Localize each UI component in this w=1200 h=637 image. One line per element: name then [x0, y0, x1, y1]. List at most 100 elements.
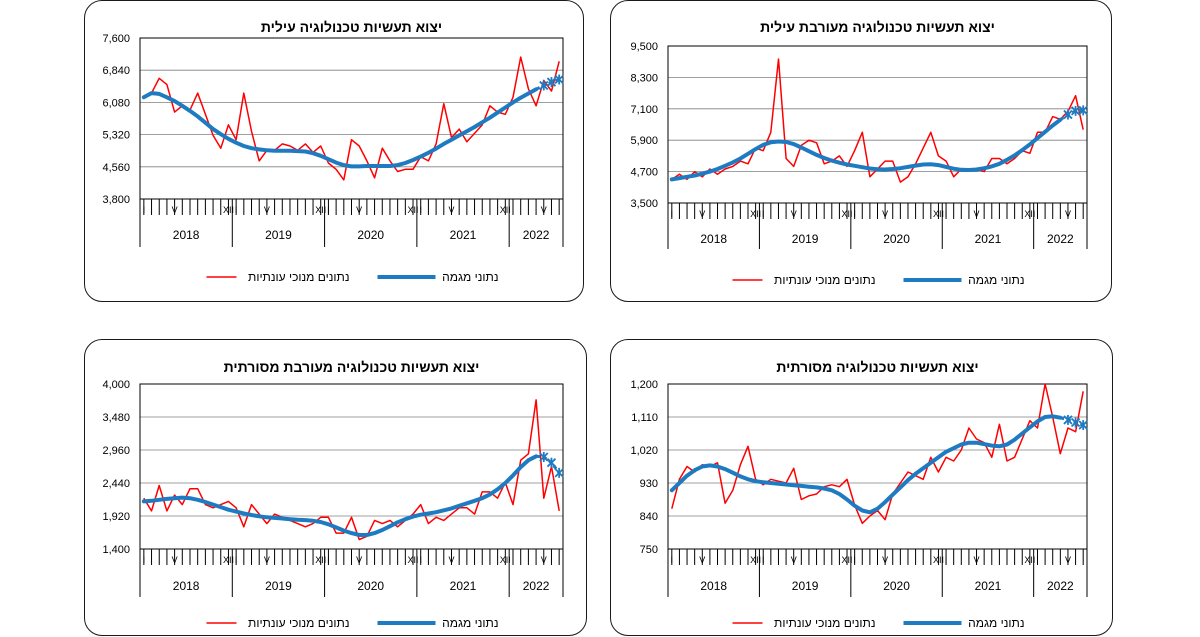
series-trend-estimate-line [535, 454, 561, 474]
series-trend-estimate-line [1059, 108, 1084, 122]
month-label: XII [223, 555, 234, 565]
year-label: 2018 [173, 579, 200, 593]
chart-title: יצוא תעשיות טכנולוגיה מעורבת מסורתית [224, 359, 480, 375]
month-label: I [671, 209, 674, 219]
y-tick-label: 7,600 [102, 33, 130, 45]
legend-actual-label: נתונים מנוכי עונתיות [248, 616, 349, 630]
year-label: 2021 [450, 228, 477, 242]
trend-estimate-marker [546, 77, 557, 88]
y-tick-label: 2,960 [102, 445, 130, 457]
legend-actual-label: נתונים מנוכי עונתיות [774, 273, 875, 287]
y-tick-label: 930 [640, 478, 658, 490]
chart-legend: נתוני מגמה נתונים מנוכי עונתיות [206, 270, 499, 284]
chart-panel-3: יצוא תעשיות טכנולוגיה מעורבת מסורתית 1,40… [84, 339, 587, 636]
month-label: V [264, 555, 270, 565]
plot-area-frame [667, 383, 1088, 550]
month-label: V [448, 205, 454, 215]
chart-high-tech-export: יצוא תעשיות טכנולוגיה עילית 3,800 4,560 5,3… [102, 19, 564, 284]
month-label: I [945, 209, 948, 219]
month-label: I [143, 205, 146, 215]
month-label: XII [750, 209, 761, 219]
trend-estimate-marker [1063, 414, 1073, 425]
month-label: V [356, 555, 362, 565]
month-label: V [882, 209, 888, 219]
month-label: XII [842, 209, 853, 219]
year-label: 2019 [792, 232, 819, 246]
month-label: XII [933, 555, 944, 565]
plot-area-frame [139, 37, 564, 200]
year-label: 2021 [975, 579, 1002, 593]
chart-medium-low-tech-export: יצוא תעשיות טכנולוגיה מעורבת מסורתית 1,40… [102, 359, 564, 630]
trend-estimate-marker [1063, 109, 1073, 120]
trend-estimate-marker [1070, 105, 1081, 116]
plot-area-frame [139, 383, 564, 550]
year-label: 2021 [450, 579, 477, 593]
month-label: I [1036, 555, 1039, 565]
year-label: 2021 [975, 232, 1002, 246]
chart-panel-2: יצוא תעשיות טכנולוגיה מעורבת עילית 3,500 4… [610, 0, 1112, 302]
y-tick-label: 1,110 [631, 412, 658, 424]
trend-estimate-marker [554, 74, 564, 85]
month-label: XII [408, 205, 419, 215]
y-tick-label: 5,900 [630, 135, 658, 147]
month-label: XII [315, 205, 326, 215]
month-label: V [1065, 555, 1071, 565]
month-label: XII [933, 209, 944, 219]
y-tick-label: 4,700 [630, 167, 658, 179]
year-label: 2020 [357, 579, 384, 593]
month-label: V [882, 555, 888, 565]
month-label: XII [750, 555, 761, 565]
y-tick-label: 4,560 [102, 162, 130, 174]
month-label: I [235, 555, 238, 565]
series-seasonally-adjusted-line [671, 383, 1084, 525]
month-label: V [541, 555, 547, 565]
year-label: 2020 [883, 232, 910, 246]
trend-estimate-marker [554, 467, 564, 478]
series-seasonally-adjusted-line [143, 56, 560, 181]
y-tick-label: 3,500 [630, 198, 658, 210]
trend-estimate-marker [1070, 417, 1081, 428]
trend-estimate-marker [539, 80, 549, 91]
month-label: I [512, 205, 515, 215]
legend-trend-label: נתוני מגמה [968, 273, 1024, 287]
legend-trend-label: נתוני מגמה [968, 616, 1024, 630]
month-label: V [264, 205, 270, 215]
y-tick-label: 1,400 [102, 544, 130, 556]
month-label: XII [223, 205, 234, 215]
month-label: XII [408, 555, 419, 565]
year-label: 2022 [523, 228, 550, 242]
month-label: I [235, 205, 238, 215]
month-label: I [762, 555, 765, 565]
y-tick-label: 1,200 [630, 379, 658, 391]
year-label: 2022 [523, 579, 550, 593]
month-label: I [945, 555, 948, 565]
year-label: 2020 [883, 579, 910, 593]
y-tick-label: 9,500 [630, 41, 658, 53]
y-tick-label: 7,100 [630, 104, 658, 116]
year-label: 2022 [1047, 579, 1074, 593]
month-label: V [172, 205, 178, 215]
month-label: I [327, 205, 330, 215]
month-label: V [1065, 209, 1071, 219]
month-label: V [699, 555, 705, 565]
month-label: V [791, 555, 797, 565]
month-label: I [419, 555, 422, 565]
y-tick-label: 2,440 [102, 478, 130, 490]
trend-estimate-marker [1078, 420, 1088, 431]
month-label: I [419, 205, 422, 215]
month-label: I [1036, 209, 1039, 219]
chart-title: יצוא תעשיות טכנולוגיה מעורבת עילית [760, 19, 995, 35]
y-tick-label: 1,920 [102, 511, 130, 523]
series-trend-line [669, 414, 1063, 515]
chart-medium-high-tech-export: יצוא תעשיות טכנולוגיה מעורבת עילית 3,500 4… [630, 19, 1088, 287]
trend-estimate-marker [546, 457, 557, 468]
month-label: I [512, 555, 515, 565]
chart-panel-4: יצוא תעשיות טכנולוגיה מסורתית 750 840 930 1,… [610, 339, 1113, 636]
plot-area-frame [667, 45, 1088, 204]
y-tick-label: 3,480 [102, 412, 130, 424]
year-label: 2019 [265, 579, 292, 593]
month-label: XII [1024, 555, 1035, 565]
month-label: V [974, 555, 980, 565]
chart-panel-1: יצוא תעשיות טכנולוגיה עילית 3,800 4,560 5,3… [84, 0, 584, 302]
trend-estimate-marker [1078, 105, 1088, 116]
